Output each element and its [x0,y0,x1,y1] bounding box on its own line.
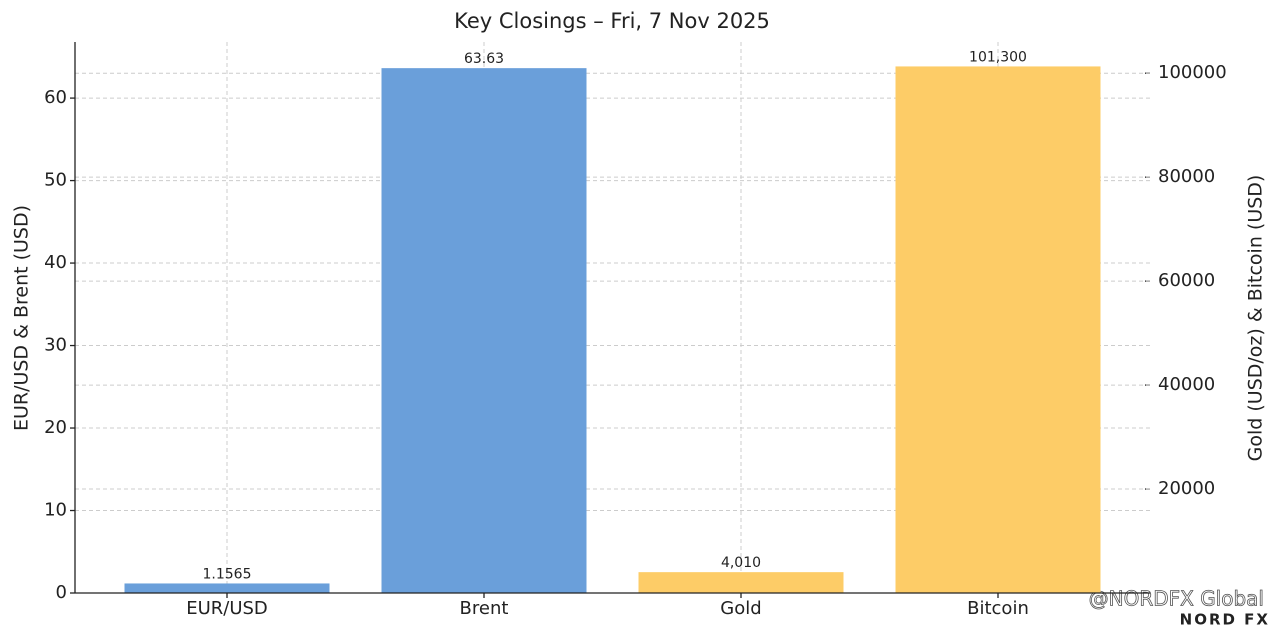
bar [124,583,330,593]
y-tick-label: 10 [44,500,67,521]
x-tick-label: Bitcoin [967,598,1029,619]
y2-tick-label: 40000 [1158,374,1215,395]
y-tick-label: 30 [44,335,67,356]
value-label: 101,300 [969,49,1027,65]
y-tick-label: 40 [44,252,67,273]
y-tick-label: 0 [56,582,67,603]
y-axis-label: EUR/USD & Brent (USD) [11,205,33,431]
watermark-brand: NORD FX [1180,611,1270,629]
y2-tick-label: 100000 [1158,62,1227,83]
bar [381,68,587,593]
value-label: 1.1565 [203,566,252,582]
value-label: 4,010 [721,555,761,571]
bar [895,66,1101,593]
y2-tick-label: 60000 [1158,270,1215,291]
x-tick-label: EUR/USD [186,598,268,619]
chart-title: Key Closings – Fri, 7 Nov 2025 [454,9,770,33]
y-tick-label: 50 [44,170,67,191]
bar [638,572,844,593]
x-tick-label: Gold [720,598,761,619]
y2-axis-label: Gold (USD/oz) & Bitcoin (USD) [1245,175,1267,462]
y2-tick-label: 20000 [1158,478,1215,499]
y-tick-label: 60 [44,87,67,108]
y2-tick-label: 80000 [1158,166,1215,187]
y-tick-label: 20 [44,417,67,438]
x-tick-label: Brent [460,598,509,619]
value-label: 63.63 [464,51,504,67]
watermark-handle: @NORDFX Global [1089,587,1264,611]
